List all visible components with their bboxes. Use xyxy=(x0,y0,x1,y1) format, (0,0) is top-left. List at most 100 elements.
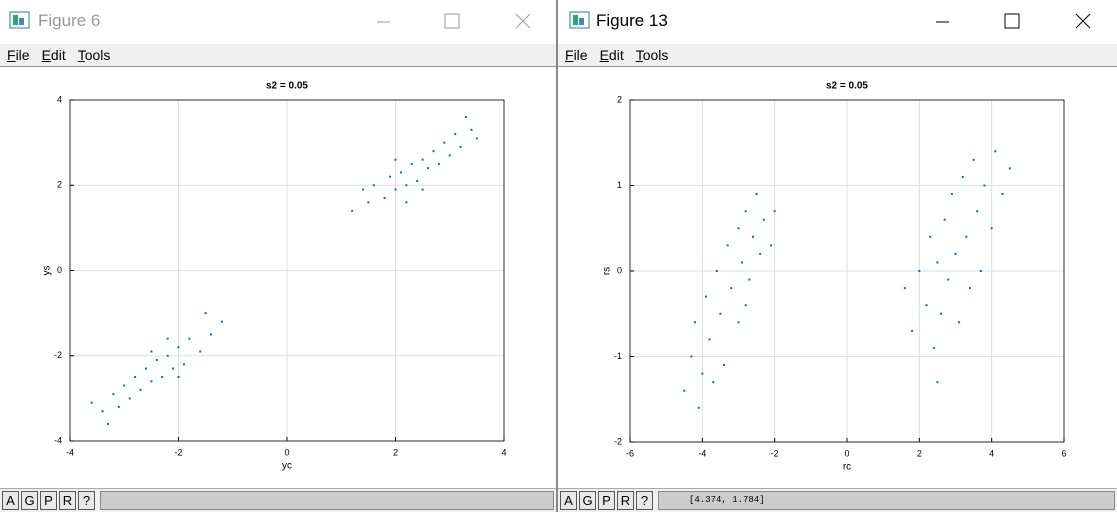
point xyxy=(437,162,440,165)
point xyxy=(117,405,120,408)
point xyxy=(961,175,964,178)
tool-button[interactable]: ? xyxy=(636,491,653,510)
point xyxy=(994,150,997,153)
point xyxy=(220,320,223,323)
menu-item[interactable]: Edit xyxy=(599,47,624,63)
tool-button[interactable]: A xyxy=(560,491,577,510)
point xyxy=(712,381,715,384)
point xyxy=(704,295,707,298)
x-tick-label: 2 xyxy=(393,447,398,457)
x-tick-label: 6 xyxy=(1061,448,1066,458)
point xyxy=(128,397,131,400)
y-tick-label: 2 xyxy=(57,180,62,190)
point xyxy=(172,367,175,370)
point xyxy=(475,137,478,140)
tool-button[interactable]: ? xyxy=(78,491,95,510)
menu-item[interactable]: File xyxy=(7,47,30,63)
point xyxy=(903,287,906,290)
x-axis-label: yc xyxy=(282,461,292,472)
menu-bar: File Edit Tools xyxy=(0,44,556,67)
point xyxy=(965,235,968,238)
point xyxy=(459,145,462,148)
x-tick-label: 0 xyxy=(284,447,289,457)
title-icons xyxy=(569,11,1091,29)
point xyxy=(741,261,744,264)
tool-button[interactable]: P xyxy=(40,491,57,510)
point xyxy=(134,376,137,379)
point xyxy=(715,270,718,272)
axes-box xyxy=(69,99,505,442)
divider xyxy=(556,0,558,512)
y-tick-label: 4 xyxy=(57,94,62,104)
x-tick-label: -2 xyxy=(771,448,779,458)
x-tick-label: -4 xyxy=(698,448,706,458)
point xyxy=(166,337,169,340)
title-bar: Figure 13 xyxy=(558,0,1117,44)
x-tick-label: 4 xyxy=(989,448,994,458)
point xyxy=(155,359,158,362)
point xyxy=(448,154,451,157)
menu-bar: File Edit Tools xyxy=(558,44,1117,67)
tool-button[interactable]: P xyxy=(598,491,615,510)
point xyxy=(182,363,185,366)
point xyxy=(90,401,93,404)
tool-button[interactable]: R xyxy=(59,491,76,510)
point xyxy=(372,184,375,187)
x-tick-label: 0 xyxy=(844,448,849,458)
toolbar: [4.374, 1.784] A G P R? xyxy=(558,488,1117,512)
point xyxy=(210,333,213,336)
y-tick-label: -1 xyxy=(614,351,622,361)
tool-button[interactable]: G xyxy=(21,491,38,510)
x-axis-label: rc xyxy=(843,462,851,473)
point xyxy=(421,158,424,161)
point xyxy=(150,380,153,383)
point xyxy=(911,329,914,332)
point xyxy=(708,338,711,341)
point xyxy=(726,244,729,247)
y-tick-label: 2 xyxy=(617,94,622,104)
x-tick-label: 4 xyxy=(501,447,506,457)
point xyxy=(770,244,773,247)
point xyxy=(144,367,147,370)
x-tick-label: -6 xyxy=(626,448,634,458)
point xyxy=(389,175,392,178)
point xyxy=(730,287,733,290)
menu-item[interactable]: Tools xyxy=(635,47,669,63)
menu-item[interactable]: File xyxy=(565,47,588,63)
point xyxy=(1001,193,1004,196)
point xyxy=(465,116,468,119)
plot: -6 -4 -2 0 2 4 6 -2 -1 0 1 2 s2 = 0.05 rc rs xyxy=(602,81,1067,473)
point xyxy=(976,210,979,213)
point xyxy=(744,304,747,307)
point xyxy=(161,376,164,379)
point xyxy=(351,209,354,212)
toolbar: A G P R? xyxy=(0,488,556,512)
window-title: Figure 13 xyxy=(596,11,668,30)
point xyxy=(744,210,747,213)
point xyxy=(394,188,397,191)
y-axis-label: ys xyxy=(42,266,53,276)
point xyxy=(940,312,943,315)
point xyxy=(990,227,993,230)
point xyxy=(367,201,370,204)
tool-button[interactable]: A xyxy=(2,491,19,510)
point xyxy=(421,188,424,191)
point xyxy=(150,350,153,353)
title-bar: Figure 6 xyxy=(0,0,556,44)
point xyxy=(719,312,722,315)
menu-item[interactable]: Tools xyxy=(77,47,111,63)
menu-item[interactable]: Edit xyxy=(41,47,66,63)
y-axis-label: rs xyxy=(602,267,613,275)
tool-button[interactable]: G xyxy=(579,491,596,510)
point xyxy=(968,287,971,290)
point xyxy=(177,346,180,349)
point xyxy=(123,384,126,387)
point xyxy=(737,321,740,324)
point xyxy=(972,158,975,161)
point xyxy=(427,167,430,170)
point xyxy=(701,372,704,375)
point xyxy=(954,252,957,255)
point xyxy=(943,218,946,221)
tool-button[interactable]: R xyxy=(617,491,634,510)
point xyxy=(748,278,751,281)
